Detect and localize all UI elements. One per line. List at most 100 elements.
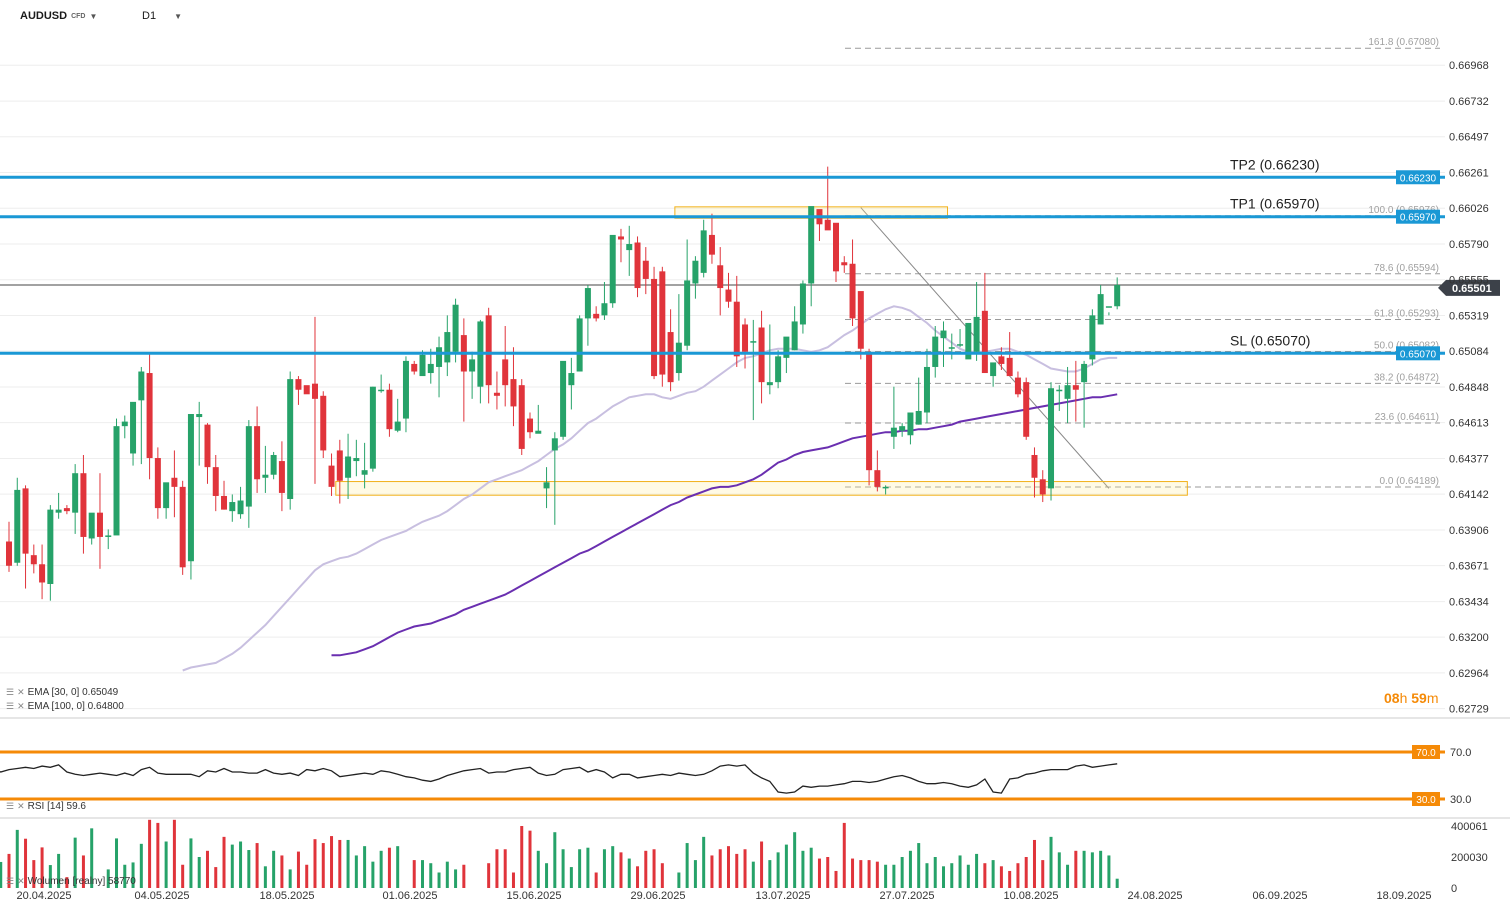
close-icon[interactable]: ✕ bbox=[17, 687, 25, 697]
level-price-tag-text: 0.65070 bbox=[1400, 349, 1437, 360]
bull-candle bbox=[543, 482, 550, 489]
volume-bar bbox=[553, 832, 557, 888]
fib-level-label: 23.6 (0.64611) bbox=[1375, 412, 1439, 423]
settings-icon[interactable]: ☰ bbox=[6, 687, 15, 697]
volume-bar bbox=[338, 839, 342, 888]
rsi-legend[interactable]: ☰ ✕ RSI [14] 59.6 bbox=[6, 801, 86, 812]
bull-candle bbox=[957, 344, 964, 346]
settings-icon[interactable]: ☰ bbox=[6, 876, 15, 886]
bear-candle bbox=[1023, 382, 1030, 437]
bull-candle bbox=[14, 489, 21, 563]
volume-bar bbox=[784, 844, 788, 888]
bull-candle bbox=[692, 260, 699, 284]
volume-bar bbox=[660, 863, 664, 888]
volume-bar bbox=[205, 850, 209, 888]
bull-candle bbox=[584, 288, 591, 319]
bull-candle bbox=[799, 283, 806, 325]
close-icon[interactable]: ✕ bbox=[17, 701, 25, 711]
volume-bar bbox=[942, 866, 946, 888]
price-tick-label: 0.64377 bbox=[1449, 453, 1489, 465]
volume-bar bbox=[396, 846, 400, 888]
volume-bar bbox=[164, 841, 168, 888]
ema100-line bbox=[331, 393, 1118, 657]
bear-candle bbox=[386, 389, 393, 430]
bull-candle bbox=[940, 330, 947, 339]
price-tick-label: 0.64142 bbox=[1449, 489, 1489, 501]
bull-candle bbox=[882, 486, 889, 489]
bear-candle bbox=[1072, 385, 1079, 390]
level-label: TP2 (0.66230) bbox=[1230, 156, 1320, 172]
symbol-selector[interactable]: AUDUSD CFD ▼ bbox=[20, 10, 97, 22]
price-tick-label: 0.65790 bbox=[1449, 239, 1489, 251]
bear-candle bbox=[502, 359, 509, 386]
bear-candle bbox=[22, 488, 29, 554]
volume-bar bbox=[1024, 857, 1028, 888]
bear-candle bbox=[874, 470, 881, 487]
rsi-label: RSI [14] 59.6 bbox=[27, 801, 86, 812]
price-tick-label: 0.65555 bbox=[1449, 275, 1489, 287]
timeframe-selector[interactable]: D1 ▼ bbox=[142, 10, 182, 22]
volume-bar bbox=[983, 863, 987, 888]
volume-bar bbox=[908, 850, 912, 888]
volume-legend[interactable]: ☰ ✕ Wolumen [realny] 58770 bbox=[6, 876, 136, 887]
volume-bar bbox=[1074, 850, 1078, 888]
settings-icon[interactable]: ☰ bbox=[6, 801, 15, 811]
close-icon[interactable]: ✕ bbox=[17, 801, 25, 811]
price-tick-label: 0.66732 bbox=[1449, 96, 1489, 108]
bear-candle bbox=[254, 426, 261, 480]
volume-bar bbox=[296, 851, 300, 888]
bear-candle bbox=[336, 450, 343, 481]
bull-candle bbox=[923, 366, 930, 413]
bull-candle bbox=[187, 414, 194, 562]
volume-bar bbox=[462, 864, 466, 888]
date-tick-label: 01.06.2025 bbox=[382, 890, 437, 902]
volume-tick-label: 0 bbox=[1451, 883, 1457, 895]
volume-bar bbox=[40, 847, 44, 888]
level-price-tag bbox=[1396, 209, 1440, 224]
ema100-legend[interactable]: ☰ ✕ EMA [100, 0] 0.64800 bbox=[6, 701, 124, 712]
volume-bar bbox=[156, 822, 160, 888]
volume-bar bbox=[999, 866, 1003, 888]
volume-bar bbox=[330, 836, 334, 888]
bear-candle bbox=[510, 379, 517, 407]
bear-candle bbox=[485, 315, 492, 386]
volume-bar bbox=[495, 849, 499, 888]
bear-candle bbox=[146, 373, 153, 459]
volume-bar bbox=[801, 850, 805, 888]
settings-icon[interactable]: ☰ bbox=[6, 701, 15, 711]
bull-candle bbox=[245, 426, 252, 507]
price-tick-label: 0.66968 bbox=[1449, 60, 1489, 72]
bull-candle bbox=[138, 371, 145, 401]
bull-candle bbox=[948, 347, 955, 349]
volume-bar bbox=[57, 853, 61, 888]
bear-candle bbox=[221, 495, 228, 510]
bear-candle bbox=[981, 310, 988, 374]
volume-bar bbox=[925, 863, 929, 888]
volume-bar bbox=[776, 852, 780, 888]
countdown-hours: 08 bbox=[1384, 690, 1400, 706]
volume-bar bbox=[148, 819, 152, 888]
hours-unit: h bbox=[1399, 690, 1408, 706]
bull-candle bbox=[1105, 306, 1112, 308]
close-icon[interactable]: ✕ bbox=[17, 876, 25, 886]
bull-candle bbox=[1081, 363, 1088, 383]
volume-bar bbox=[1066, 864, 1070, 888]
date-tick-label: 27.07.2025 bbox=[879, 890, 934, 902]
volume-bar bbox=[834, 870, 838, 888]
bear-candle bbox=[758, 327, 765, 383]
volume-bar bbox=[131, 862, 135, 888]
bear-candle bbox=[30, 555, 37, 565]
bear-candle bbox=[212, 467, 219, 496]
date-tick-label: 29.06.2025 bbox=[630, 890, 685, 902]
bull-candle bbox=[1048, 388, 1055, 489]
fib-level-label: 38.2 (0.64872) bbox=[1374, 372, 1439, 383]
volume-bar bbox=[545, 863, 549, 888]
bull-candle bbox=[88, 512, 95, 539]
ema30-legend[interactable]: ☰ ✕ EMA [30, 0] 0.65049 bbox=[6, 687, 118, 698]
volume-bar bbox=[826, 857, 830, 888]
symbol-name: AUDUSD bbox=[20, 10, 68, 22]
volume-tick-label: 200030 bbox=[1451, 852, 1488, 864]
bull-candle bbox=[899, 426, 906, 431]
bear-candle bbox=[527, 418, 534, 433]
